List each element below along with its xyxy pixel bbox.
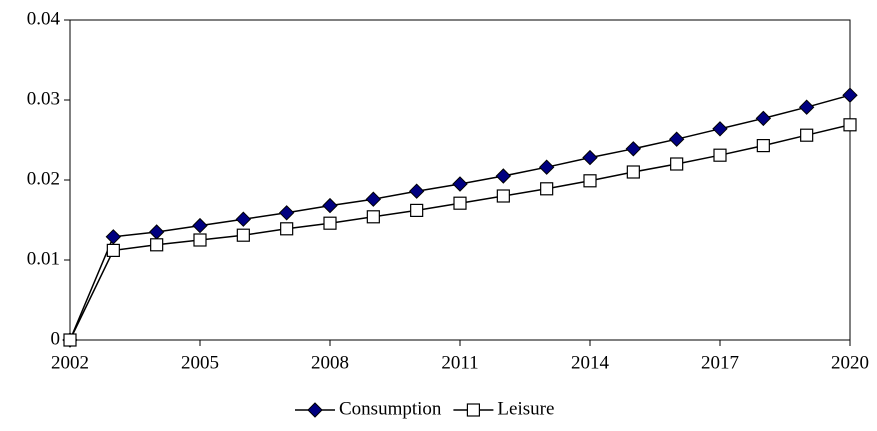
marker xyxy=(323,216,337,230)
marker xyxy=(626,165,640,179)
marker xyxy=(365,191,382,207)
marker xyxy=(105,229,122,245)
legend-label: Leisure xyxy=(497,398,554,419)
y-tick-label: 0.04 xyxy=(27,8,61,29)
marker xyxy=(235,211,252,227)
marker xyxy=(495,168,512,184)
x-tick-label: 2011 xyxy=(441,352,478,373)
x-tick-label: 2014 xyxy=(571,352,610,373)
marker xyxy=(843,118,857,132)
marker xyxy=(755,110,772,127)
marker xyxy=(278,205,295,221)
legend-label: Consumption xyxy=(339,398,442,419)
marker xyxy=(668,131,685,147)
marker xyxy=(192,217,208,234)
series-line xyxy=(69,124,851,341)
marker xyxy=(540,182,554,196)
marker xyxy=(236,228,250,242)
marker xyxy=(756,139,770,153)
y-tick-label: 0.02 xyxy=(27,168,60,189)
marker xyxy=(712,121,728,137)
marker xyxy=(410,203,424,217)
marker xyxy=(322,197,338,214)
marker xyxy=(453,196,467,210)
marker xyxy=(582,149,598,166)
series-line xyxy=(69,94,851,341)
marker xyxy=(583,174,597,188)
marker xyxy=(150,238,164,252)
marker xyxy=(798,99,815,115)
x-tick-label: 2005 xyxy=(181,352,219,373)
marker xyxy=(106,243,120,257)
marker xyxy=(625,141,642,157)
legend-marker xyxy=(307,402,323,418)
marker xyxy=(63,333,77,347)
marker xyxy=(408,183,425,199)
legend-marker xyxy=(466,403,481,417)
marker xyxy=(842,87,858,103)
marker xyxy=(366,210,380,224)
marker xyxy=(800,128,814,142)
y-tick-label: 0 xyxy=(51,328,61,349)
y-tick-label: 0.03 xyxy=(27,88,60,109)
x-tick-label: 2008 xyxy=(311,352,349,373)
x-tick-label: 2017 xyxy=(701,352,739,373)
marker xyxy=(452,176,468,192)
marker xyxy=(670,157,684,171)
marker xyxy=(713,148,727,162)
y-tick-label: 0.01 xyxy=(27,248,60,269)
marker xyxy=(538,159,555,175)
x-tick-label: 2020 xyxy=(831,352,869,373)
x-tick-label: 2002 xyxy=(51,352,89,373)
marker xyxy=(280,222,294,236)
marker xyxy=(496,189,510,203)
marker xyxy=(148,224,165,240)
marker xyxy=(193,233,207,247)
